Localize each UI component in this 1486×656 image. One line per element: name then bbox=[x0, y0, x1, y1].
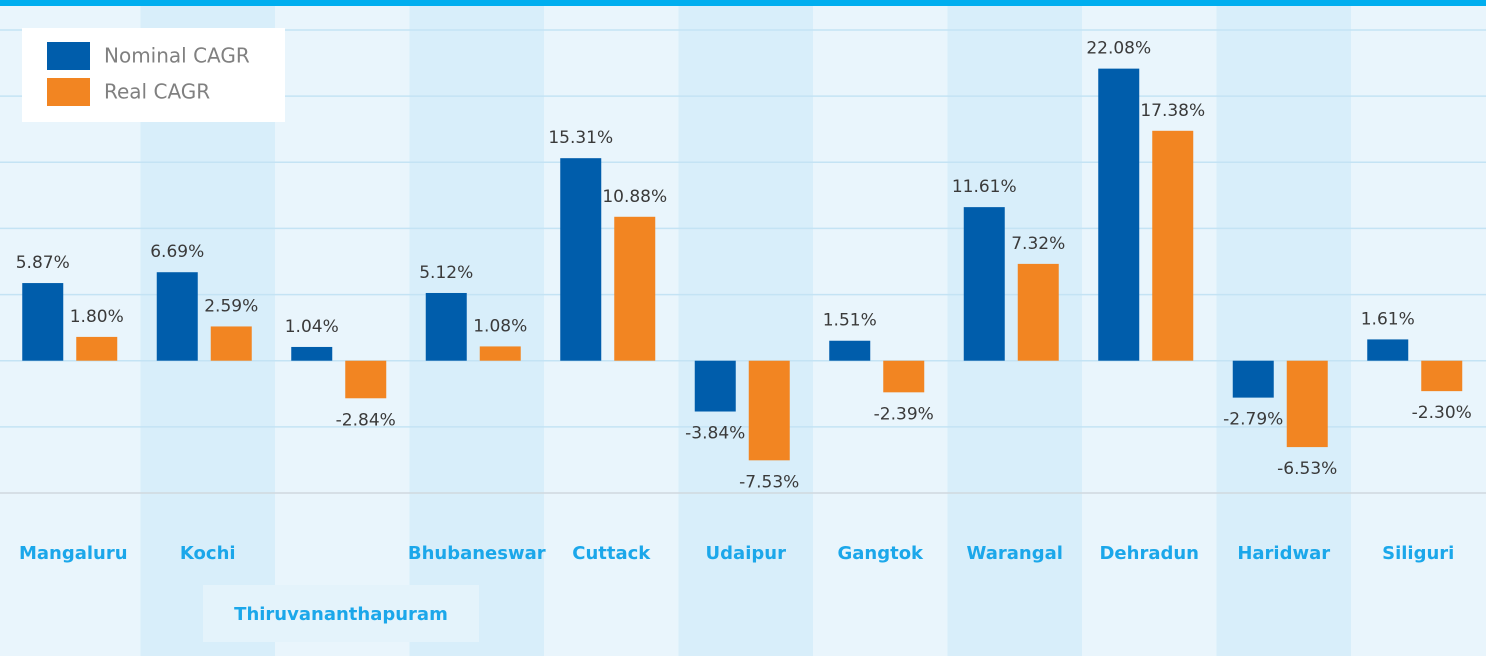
bar bbox=[425, 292, 467, 361]
legend-label: Real CAGR bbox=[104, 80, 210, 104]
bar bbox=[748, 360, 790, 461]
bar bbox=[963, 207, 1005, 361]
label-box bbox=[203, 585, 479, 642]
x-tick-label: Cuttack bbox=[572, 543, 651, 564]
x-tick-label: Siliguri bbox=[1382, 543, 1454, 564]
bar bbox=[560, 158, 602, 361]
value-label: 7.32% bbox=[1011, 234, 1065, 254]
bar bbox=[883, 360, 925, 393]
value-label: 15.31% bbox=[548, 128, 613, 148]
value-label: 5.87% bbox=[16, 253, 70, 273]
bar bbox=[1421, 360, 1463, 392]
bar bbox=[694, 360, 736, 412]
bar bbox=[345, 360, 387, 399]
top-bar bbox=[0, 0, 1486, 6]
value-label: 5.12% bbox=[419, 263, 473, 283]
bar bbox=[76, 336, 118, 361]
bar bbox=[1286, 360, 1328, 448]
bar bbox=[1367, 339, 1409, 361]
bar bbox=[22, 283, 64, 361]
value-label: -2.39% bbox=[874, 404, 934, 424]
x-tick-label: Gangtok bbox=[837, 543, 924, 564]
value-label: -2.30% bbox=[1412, 403, 1472, 423]
x-tick-label: Kochi bbox=[180, 543, 236, 564]
legend-label: Nominal CAGR bbox=[104, 44, 250, 68]
value-label: -7.53% bbox=[739, 472, 799, 492]
x-tick-label: Bhubaneswar bbox=[408, 543, 546, 564]
value-label: -6.53% bbox=[1277, 459, 1337, 479]
x-tick-label: Udaipur bbox=[706, 543, 787, 564]
column-band bbox=[1216, 6, 1351, 656]
value-label: 11.61% bbox=[952, 177, 1017, 197]
value-label: 1.51% bbox=[823, 311, 877, 331]
x-tick-label: Haridwar bbox=[1237, 543, 1330, 564]
value-label: 10.88% bbox=[602, 187, 667, 207]
x-tick-label: Thiruvananthapuram bbox=[234, 604, 448, 625]
value-label: 22.08% bbox=[1086, 39, 1151, 59]
value-label: -3.84% bbox=[685, 424, 745, 444]
bar bbox=[210, 326, 252, 361]
value-label: 17.38% bbox=[1140, 101, 1205, 121]
value-label: 1.08% bbox=[473, 316, 527, 336]
bar bbox=[291, 346, 333, 361]
bar bbox=[614, 216, 656, 361]
bar bbox=[1232, 360, 1274, 398]
value-label: -2.84% bbox=[336, 410, 396, 430]
value-label: 1.04% bbox=[285, 317, 339, 337]
bar bbox=[1152, 130, 1194, 361]
bar bbox=[1017, 263, 1059, 361]
bar bbox=[479, 346, 521, 361]
column-band bbox=[678, 6, 813, 656]
legend-swatch bbox=[47, 78, 90, 106]
x-tick-label: Dehradun bbox=[1099, 543, 1199, 564]
bar bbox=[156, 272, 198, 361]
value-label: -2.79% bbox=[1223, 410, 1283, 430]
value-label: 2.59% bbox=[204, 296, 258, 316]
x-tick-label: Mangaluru bbox=[19, 543, 128, 564]
value-label: 1.80% bbox=[70, 307, 124, 327]
bar bbox=[1098, 68, 1140, 361]
value-label: 1.61% bbox=[1361, 309, 1415, 329]
bar bbox=[829, 340, 871, 361]
legend-swatch bbox=[47, 42, 90, 70]
x-tick-label: Warangal bbox=[967, 543, 1063, 564]
value-label: 6.69% bbox=[150, 242, 204, 262]
